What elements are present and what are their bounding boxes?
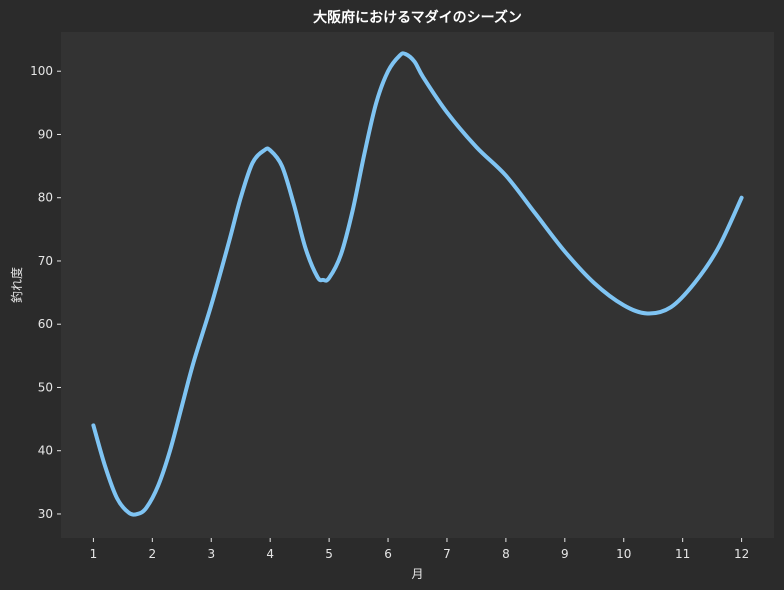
series-layer [91, 51, 744, 517]
y-tick-label: 100 [30, 64, 53, 78]
x-tick-label: 4 [266, 547, 274, 561]
y-tick-label: 80 [38, 191, 53, 205]
y-tick-label: 40 [38, 444, 53, 458]
x-tick-label: 11 [675, 547, 690, 561]
y-tick-label: 70 [38, 254, 53, 268]
x-axis: 1 2 3 4 5 6 7 8 9 10 11 12 [90, 538, 749, 561]
series-line [91, 51, 744, 517]
x-axis-label: 月 [411, 567, 423, 581]
plot-area [61, 32, 774, 538]
x-tick-label: 6 [384, 547, 392, 561]
x-tick-label: 8 [502, 547, 510, 561]
x-tick-label: 1 [90, 547, 98, 561]
x-tick-label: 5 [325, 547, 333, 561]
x-tick-label: 2 [149, 547, 157, 561]
chart-title: 大阪府におけるマダイのシーズン [313, 9, 522, 26]
x-tick-label: 12 [734, 547, 749, 561]
y-axis-label: 釣れ度 [9, 267, 24, 303]
x-tick-label: 3 [207, 547, 215, 561]
y-axis: 30 40 50 60 70 80 90 100 [30, 64, 61, 521]
y-tick-label: 50 [38, 380, 53, 394]
x-tick-label: 7 [443, 547, 451, 561]
x-tick-label: 9 [561, 547, 569, 561]
y-tick-label: 60 [38, 317, 53, 331]
y-tick-label: 30 [38, 507, 53, 521]
x-tick-label: 10 [616, 547, 631, 561]
y-tick-label: 90 [38, 127, 53, 141]
